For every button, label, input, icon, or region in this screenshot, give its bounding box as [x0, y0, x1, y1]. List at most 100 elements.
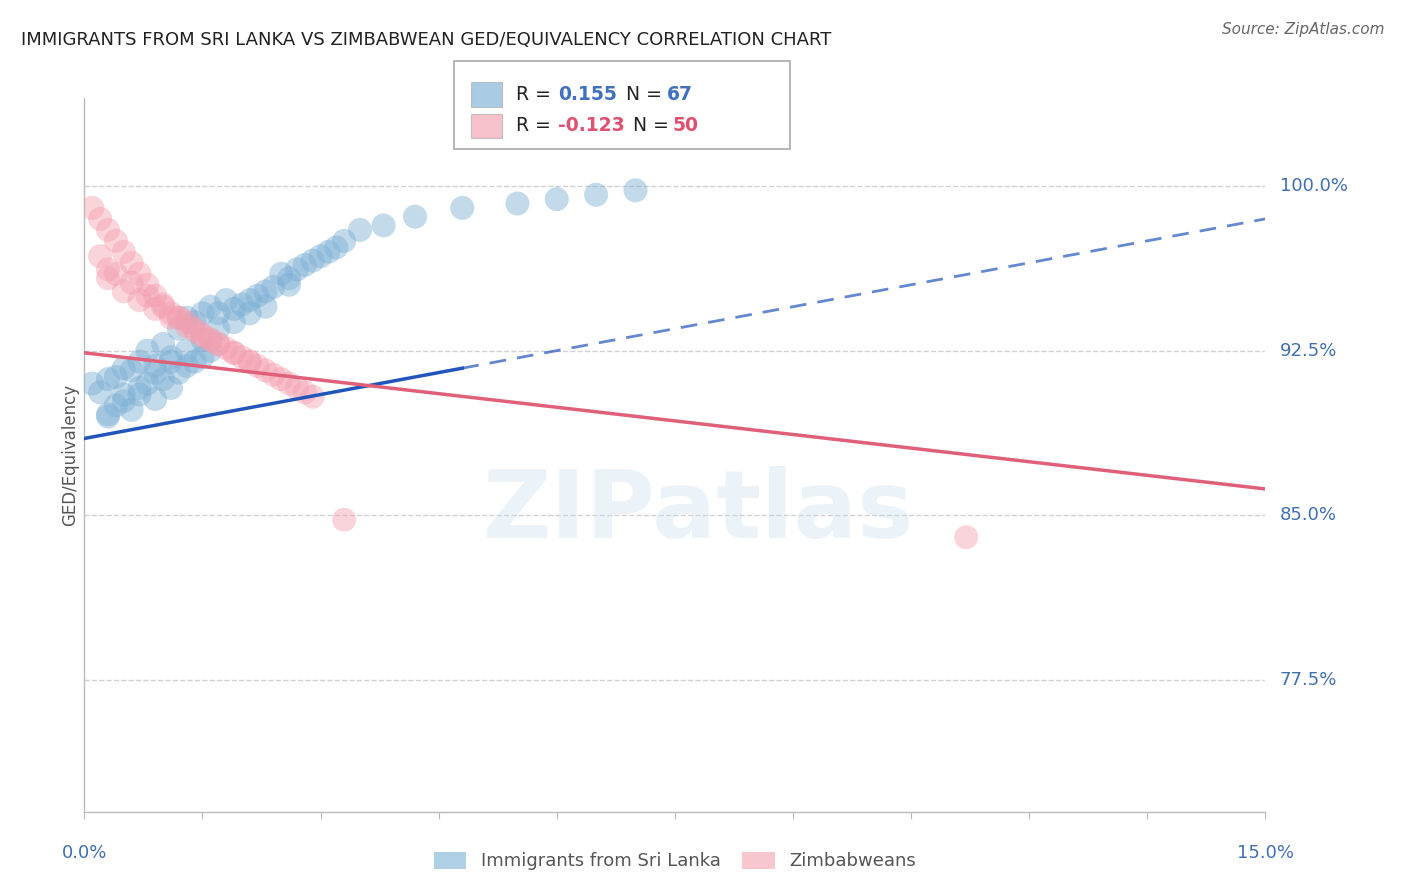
Text: R =: R = [516, 85, 557, 104]
Point [318, 244, 340, 259]
Point [200, 300, 222, 314]
Point [104, 399, 127, 413]
Point [143, 359, 166, 373]
Point [160, 306, 183, 320]
Point [207, 306, 229, 320]
Point [183, 315, 205, 329]
Point [278, 271, 301, 285]
Point [207, 337, 229, 351]
Point [451, 201, 474, 215]
Point [152, 300, 174, 314]
Point [373, 219, 395, 233]
Point [152, 372, 174, 386]
Point [143, 289, 166, 303]
Text: 0.0%: 0.0% [62, 844, 107, 862]
Point [222, 346, 245, 360]
Text: N =: N = [621, 117, 675, 136]
Point [176, 343, 198, 358]
Point [112, 387, 135, 401]
Point [254, 285, 277, 299]
Point [82, 201, 104, 215]
Point [183, 324, 205, 338]
Point [231, 350, 253, 364]
Point [136, 343, 159, 358]
Point [254, 363, 277, 377]
Text: 100.0%: 100.0% [1279, 177, 1347, 195]
Point [97, 372, 120, 386]
Point [82, 376, 104, 391]
Text: Source: ZipAtlas.com: Source: ZipAtlas.com [1222, 22, 1385, 37]
Point [191, 306, 214, 320]
Point [176, 319, 198, 334]
Point [160, 310, 183, 325]
Point [239, 293, 262, 307]
Point [546, 192, 568, 206]
Point [301, 253, 323, 268]
Point [585, 187, 607, 202]
Point [191, 350, 214, 364]
Point [121, 403, 143, 417]
Point [136, 376, 159, 391]
Point [136, 289, 159, 303]
Text: R =: R = [516, 117, 557, 136]
Point [207, 337, 229, 351]
Point [167, 310, 190, 325]
Text: 50: 50 [672, 117, 697, 136]
Point [207, 321, 229, 335]
Y-axis label: GED/Equivalency: GED/Equivalency [60, 384, 79, 526]
Point [262, 368, 284, 382]
Point [97, 409, 120, 424]
Point [176, 310, 198, 325]
Point [191, 328, 214, 343]
Point [121, 256, 143, 270]
Point [183, 354, 205, 368]
Text: N =: N = [614, 85, 668, 104]
Point [128, 387, 150, 401]
Point [112, 285, 135, 299]
Point [167, 310, 190, 325]
Point [349, 223, 371, 237]
Point [121, 276, 143, 290]
Point [121, 363, 143, 377]
Point [333, 513, 356, 527]
Point [160, 354, 183, 368]
Text: 85.0%: 85.0% [1279, 507, 1337, 524]
Point [97, 262, 120, 277]
Text: 67: 67 [666, 85, 692, 104]
Point [176, 359, 198, 373]
Point [128, 381, 150, 395]
Point [89, 249, 111, 263]
Point [200, 333, 222, 347]
Point [152, 297, 174, 311]
Point [270, 267, 292, 281]
Point [239, 354, 262, 368]
Point [143, 366, 166, 380]
Point [143, 301, 166, 316]
Point [246, 289, 269, 303]
Point [333, 234, 356, 248]
Point [231, 297, 253, 311]
Point [143, 392, 166, 406]
Point [506, 196, 529, 211]
Point [955, 530, 977, 544]
Point [239, 354, 262, 368]
Legend: Immigrants from Sri Lanka, Zimbabweans: Immigrants from Sri Lanka, Zimbabweans [426, 845, 924, 878]
Point [262, 280, 284, 294]
Text: -0.123: -0.123 [558, 117, 624, 136]
Point [239, 306, 262, 320]
Point [191, 333, 214, 347]
Point [97, 407, 120, 421]
Text: 77.5%: 77.5% [1279, 671, 1337, 689]
Point [176, 315, 198, 329]
Point [128, 267, 150, 281]
Point [301, 390, 323, 404]
Point [294, 258, 316, 272]
Text: IMMIGRANTS FROM SRI LANKA VS ZIMBABWEAN GED/EQUIVALENCY CORRELATION CHART: IMMIGRANTS FROM SRI LANKA VS ZIMBABWEAN … [21, 31, 831, 49]
Point [136, 277, 159, 292]
Point [215, 342, 238, 356]
Point [191, 328, 214, 343]
Point [294, 385, 316, 400]
Text: 92.5%: 92.5% [1279, 342, 1337, 359]
Text: ZIPatlas: ZIPatlas [482, 466, 914, 558]
Point [112, 361, 135, 376]
